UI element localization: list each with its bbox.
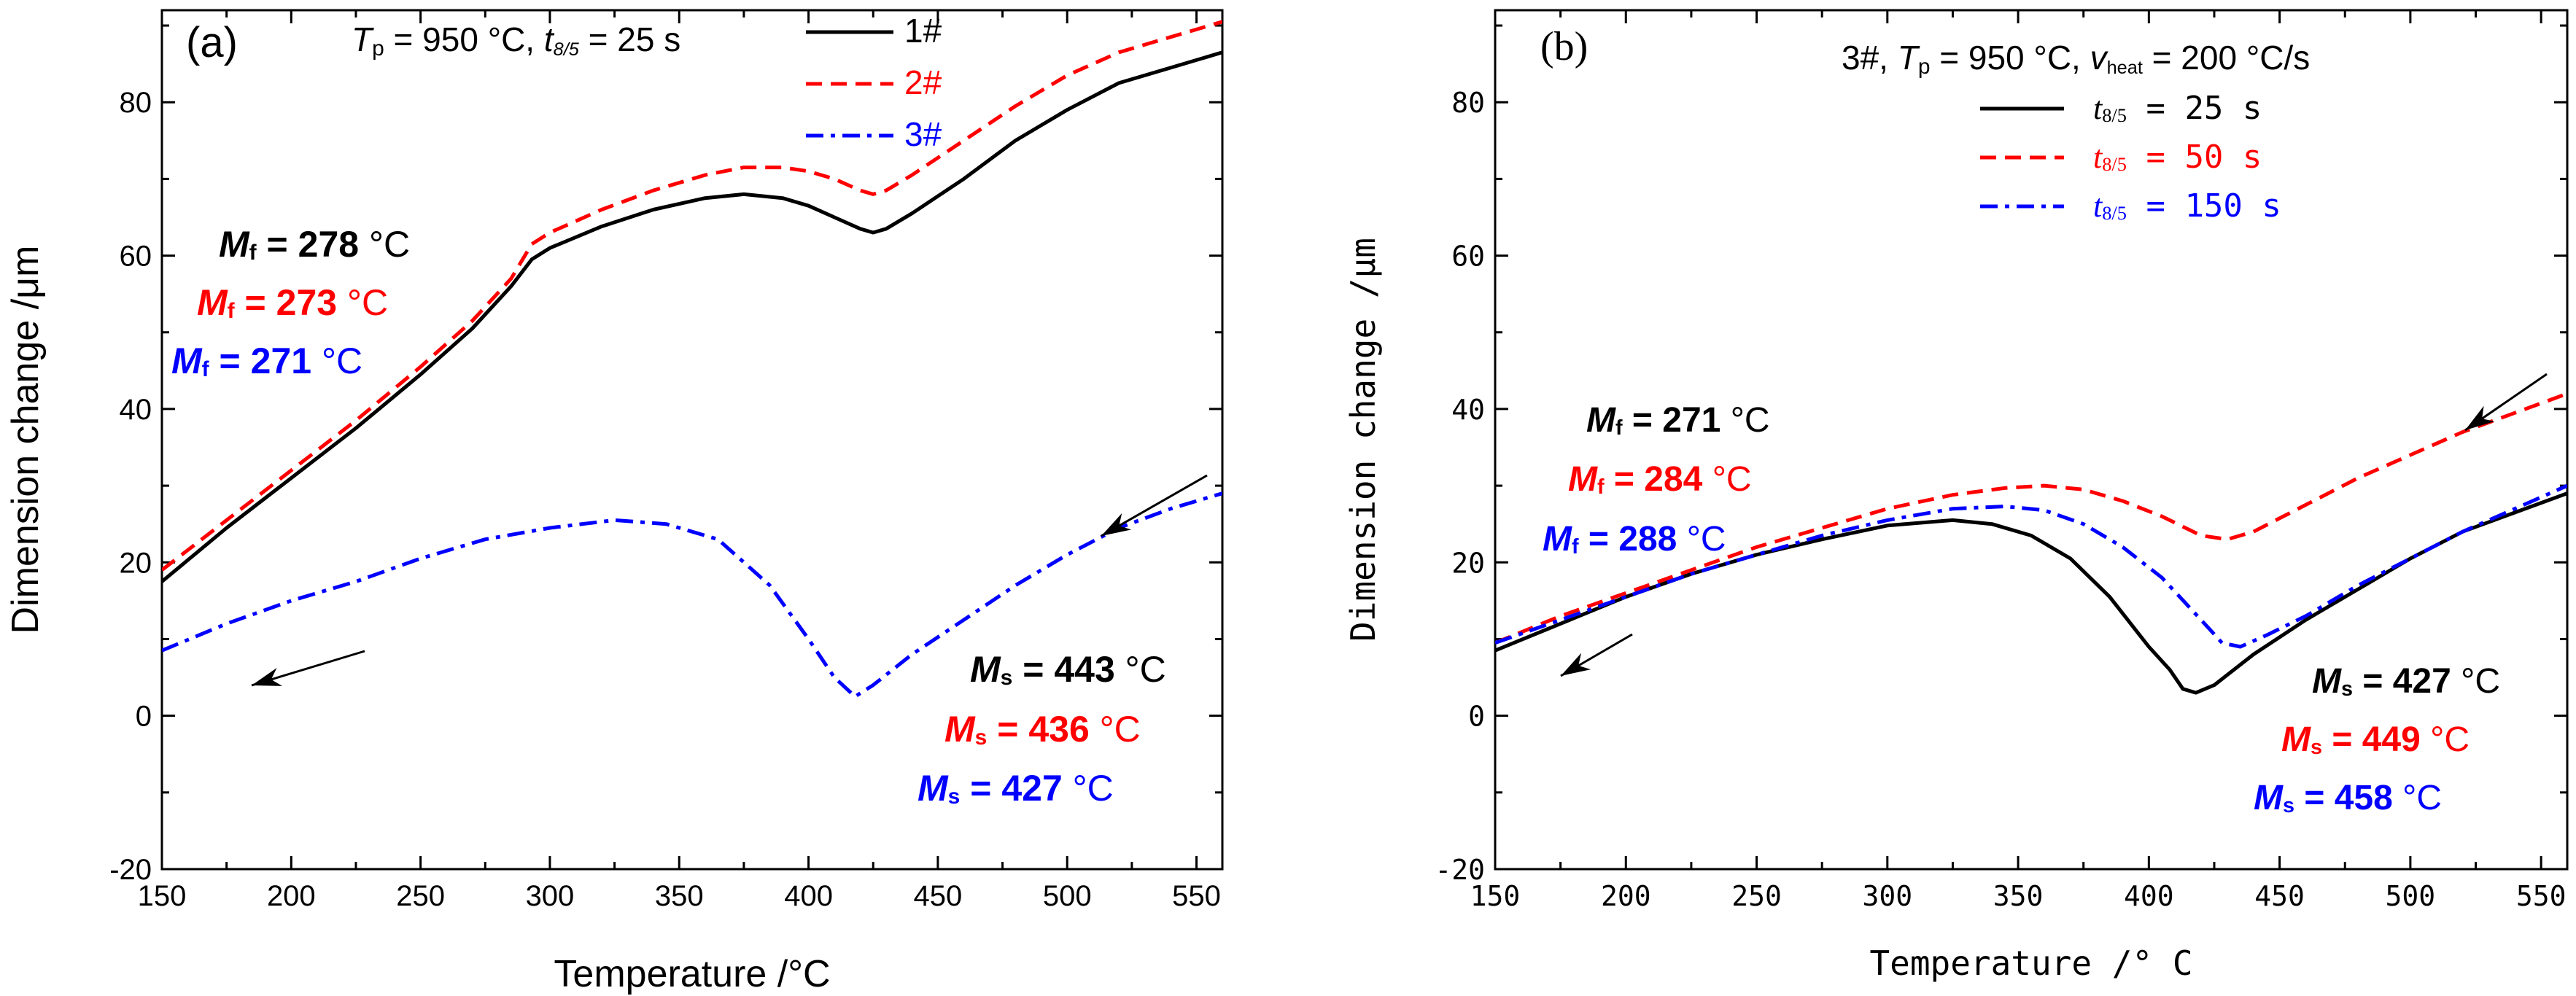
y-axis-label: Dimension change /μm	[1343, 238, 1383, 642]
annotation-mf: Mf = 271 °C	[171, 341, 362, 381]
series-line-2	[1495, 392, 2567, 645]
annotation-mf: Mf = 288 °C	[1543, 520, 1726, 559]
legend-label-1: 1#	[904, 12, 942, 50]
y-tick-label: 40	[120, 394, 152, 426]
condition-text: Tp = 950 °C, t8/5 = 25 s	[352, 20, 680, 61]
annotation-ms: Ms = 458 °C	[2254, 779, 2442, 817]
x-tick-label: 250	[396, 880, 445, 912]
y-tick-label: 60	[1451, 241, 1485, 273]
y-tick-label: 60	[120, 241, 152, 273]
direction-arrowhead-2	[252, 667, 283, 686]
x-axis-label: Temperature /° C	[1869, 944, 2192, 983]
plot-frame	[1494, 9, 2569, 871]
legend-label-1: t8/5 = 25 s	[2093, 90, 2262, 127]
x-tick-label: 200	[267, 880, 316, 912]
x-tick-label: 450	[2254, 880, 2305, 912]
y-tick-label: 40	[1451, 394, 1485, 426]
annotation-ms: Ms = 427 °C	[917, 768, 1114, 809]
x-axis-label: Temperature /°C	[554, 953, 830, 995]
y-tick-label: 0	[136, 701, 152, 733]
x-tick-label: 250	[1731, 880, 1782, 912]
annotation-mf: Mf = 278 °C	[219, 224, 410, 265]
y-tick-label: 0	[1468, 701, 1485, 733]
y-axis-label: Dimension change /μm	[4, 246, 47, 634]
annotation-ms: Ms = 427 °C	[2312, 662, 2500, 701]
x-tick-label: 200	[1601, 880, 1651, 912]
annotation-mf: Mf = 284 °C	[1568, 460, 1752, 499]
legend-label-3: 3#	[904, 115, 942, 153]
x-tick-label: 400	[784, 880, 833, 912]
y-tick-label: -20	[109, 854, 152, 886]
x-tick-label: 550	[2516, 880, 2567, 912]
series-line-3	[1495, 483, 2567, 649]
annotation-ms: Ms = 443 °C	[970, 649, 1166, 690]
x-tick-label: 150	[1470, 880, 1521, 912]
y-tick-label: 20	[1451, 547, 1485, 579]
x-tick-label: 500	[1043, 880, 1092, 912]
x-tick-label: 450	[914, 880, 963, 912]
y-tick-label: 80	[120, 87, 152, 119]
y-tick-label: 20	[120, 547, 152, 579]
annotation-mf: Mf = 273 °C	[197, 282, 388, 323]
x-tick-label: 350	[655, 880, 704, 912]
annotation-ms: Ms = 449 °C	[2281, 720, 2470, 759]
panel-label: (a)	[186, 19, 238, 66]
legend-label-3: t8/5 = 150 s	[2093, 187, 2281, 225]
chart-panel-b: 150 200 250 300 350 400 450 500 550 -20 0 20 40 60 80 T…	[1343, 9, 2569, 983]
x-tick-label: 300	[1862, 880, 1912, 912]
panel-label: (b)	[1540, 24, 1588, 69]
direction-arrowhead-1	[2465, 405, 2495, 430]
x-tick-label: 150	[138, 880, 187, 912]
x-tick-label: 350	[1993, 880, 2044, 912]
direction-arrowhead-2	[1561, 653, 1591, 676]
chart-panel-a: 150 200 250 300 350 400 450 500 550 -20 0 20 40 60 80 T…	[4, 9, 1224, 995]
direction-arrowhead-1	[1101, 513, 1132, 536]
condition-text: 3#, Tp = 950 °C, vheat = 200 °C/s	[1842, 39, 2310, 79]
legend-label-2: 2#	[904, 63, 942, 101]
annotation-ms: Ms = 436 °C	[944, 709, 1141, 750]
y-tick-label: 80	[1451, 87, 1485, 119]
legend-label-2: t8/5 = 50 s	[2093, 139, 2262, 176]
y-tick-label: -20	[1435, 854, 1485, 886]
series-line-1	[162, 50, 1222, 583]
x-tick-label: 500	[2386, 880, 2436, 912]
plot-frame	[160, 9, 1224, 871]
x-tick-label: 300	[526, 880, 575, 912]
x-tick-label: 400	[2124, 880, 2174, 912]
x-tick-label: 550	[1172, 880, 1221, 912]
annotation-mf: Mf = 271 °C	[1586, 401, 1770, 440]
